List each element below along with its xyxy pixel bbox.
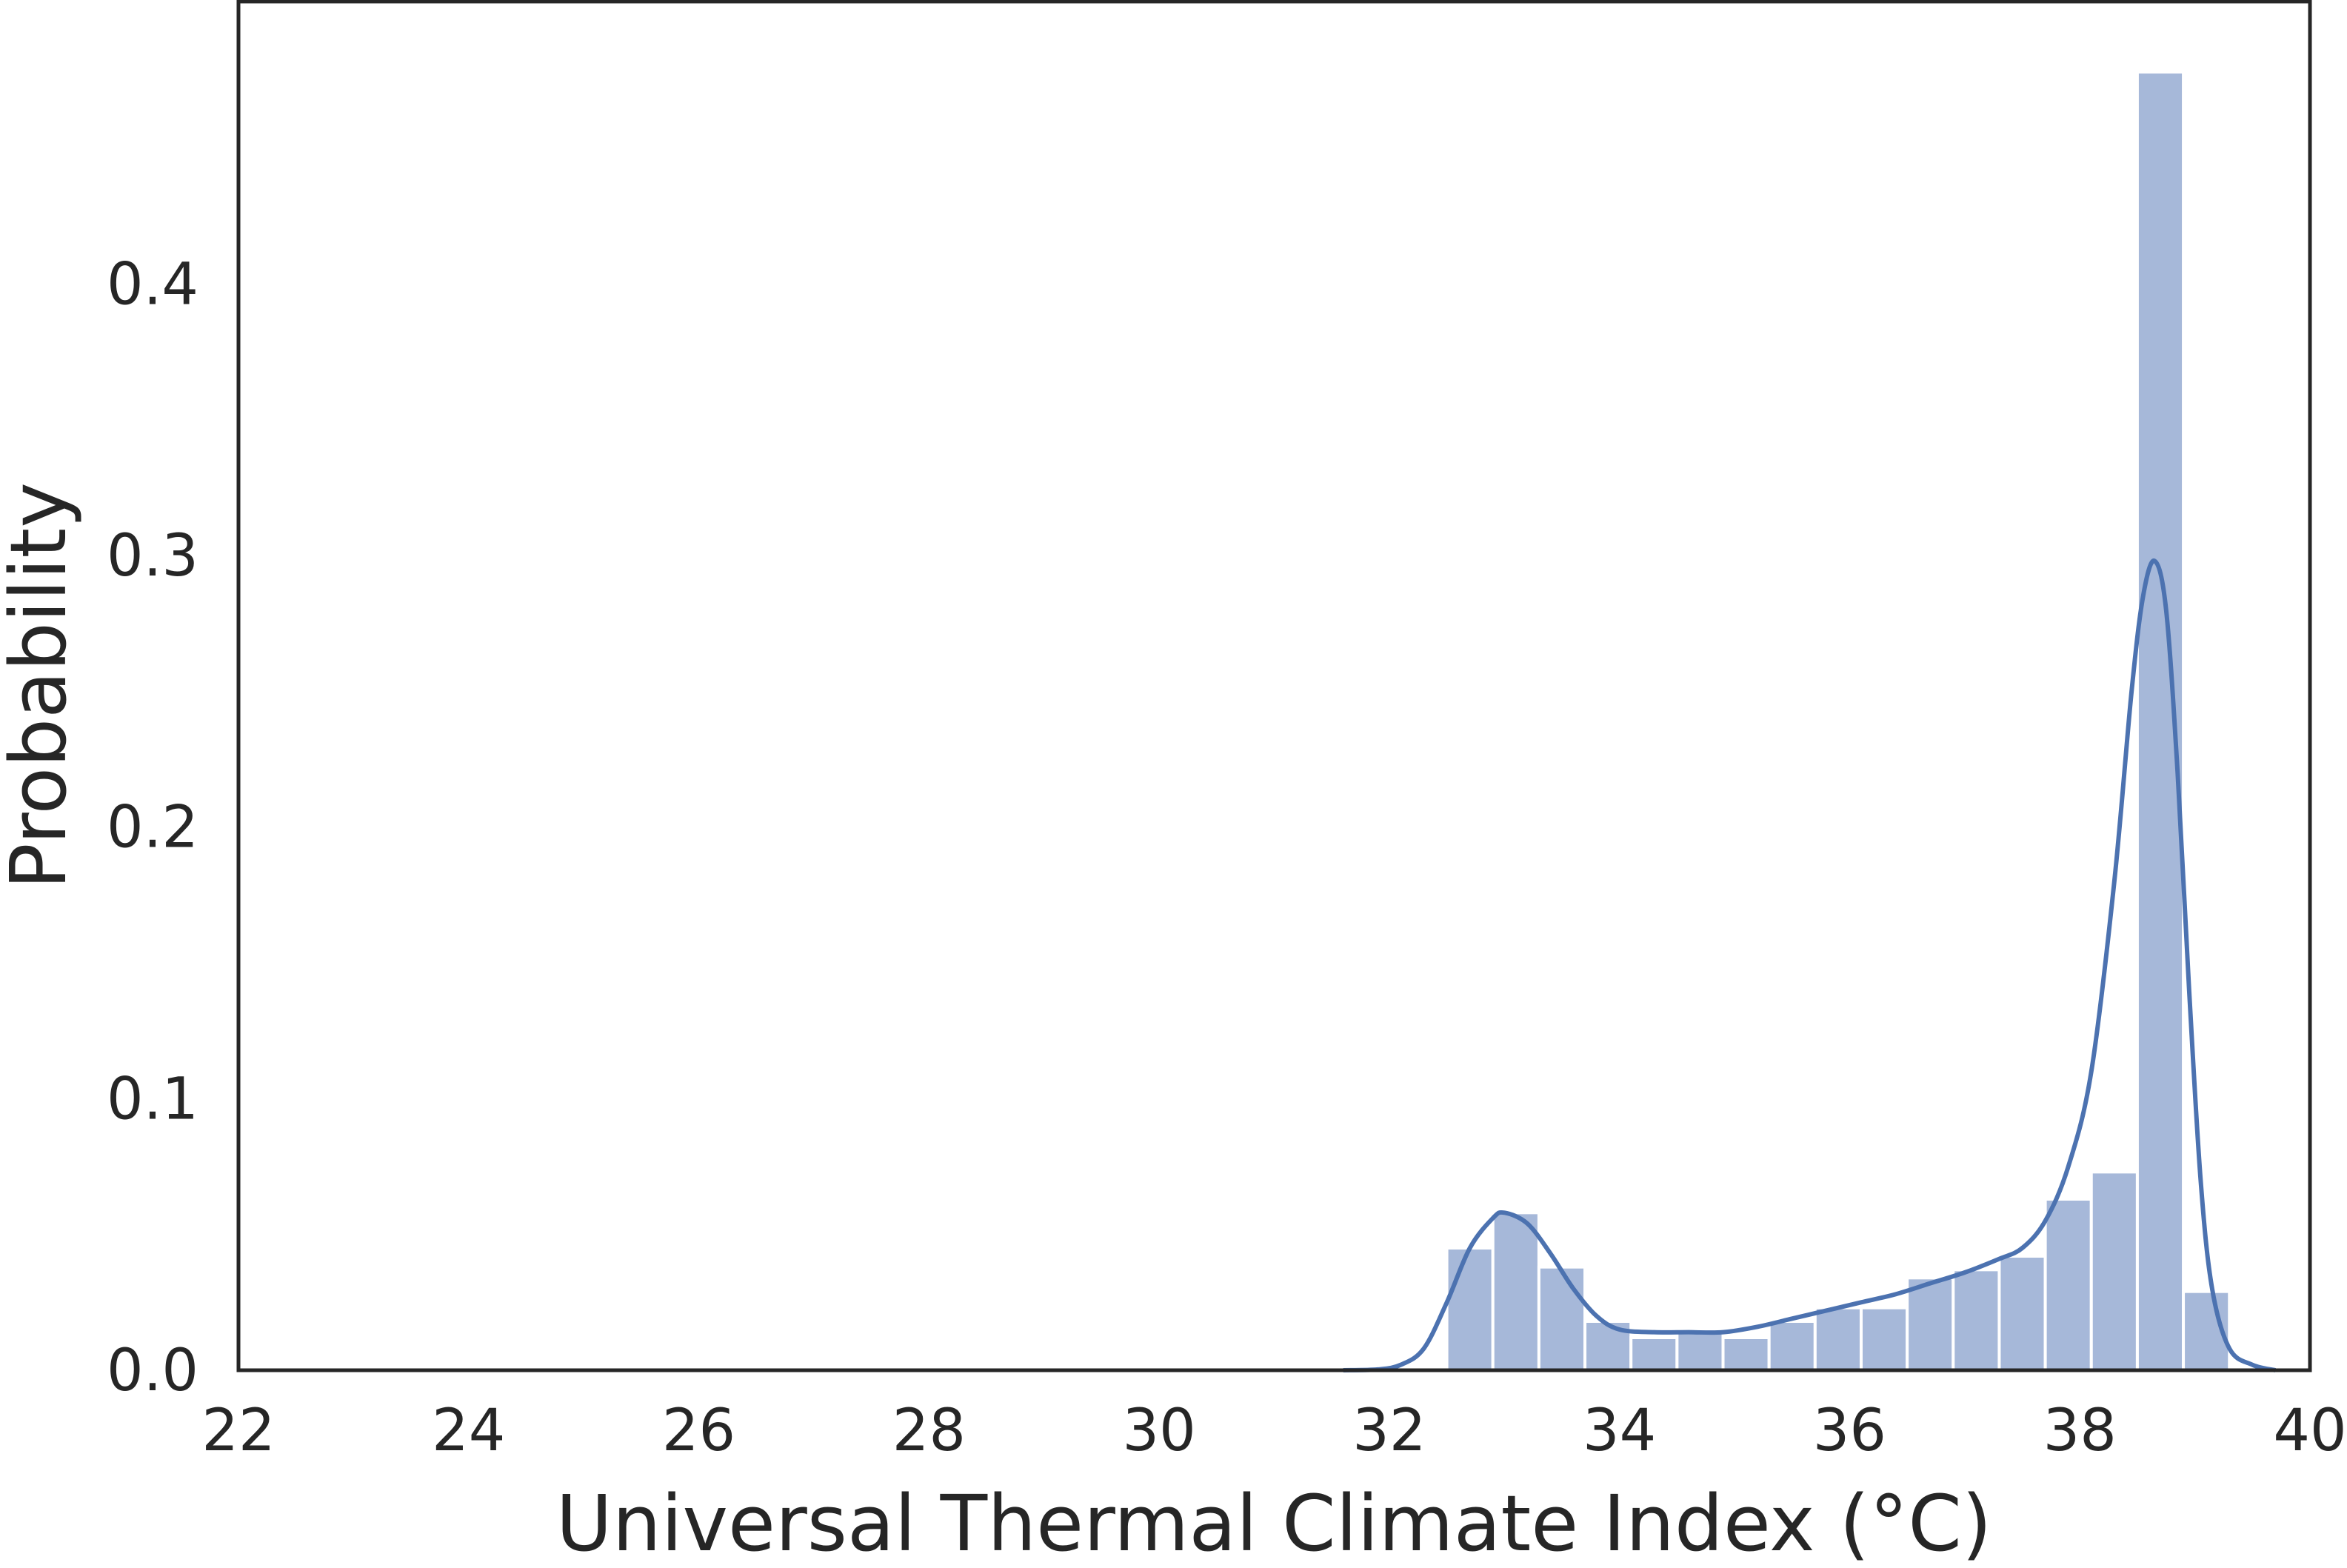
x-tick-label: 22	[201, 1398, 275, 1464]
histogram-bar-6	[1721, 1336, 1771, 1372]
histogram-bar-2	[1537, 1265, 1587, 1372]
histogram-bar-8	[1813, 1306, 1863, 1372]
x-axis-ticks: 22 24 26 28 30 32 34 36 38 40	[201, 1398, 2346, 1464]
histogram-bar-5	[1675, 1330, 1725, 1372]
y-tick-label: 0.2	[107, 795, 198, 861]
x-tick-label: 38	[2043, 1398, 2117, 1464]
histogram-bar-7	[1767, 1320, 1817, 1372]
histogram-bar-10	[1906, 1276, 1955, 1372]
x-tick-label: 24	[432, 1398, 505, 1464]
histogram-bar-9	[1859, 1306, 1909, 1372]
histogram-bar-0	[1445, 1247, 1495, 1372]
plot-frame	[236, 0, 2312, 1372]
y-tick-label: 0.3	[107, 523, 198, 590]
histogram-bar-4	[1629, 1336, 1679, 1372]
x-tick-label: 32	[1352, 1398, 1426, 1464]
kde-curve	[1343, 558, 2277, 1372]
x-tick-label: 34	[1583, 1398, 1656, 1464]
y-tick-label: 0.0	[107, 1338, 198, 1404]
x-tick-label: 28	[892, 1398, 966, 1464]
histogram-bar-1	[1491, 1211, 1540, 1372]
histogram-bar-11	[1952, 1268, 2001, 1372]
y-tick-label: 0.1	[107, 1066, 198, 1132]
x-tick-label: 30	[1122, 1398, 1195, 1464]
histogram-bar-14	[2089, 1170, 2139, 1372]
x-tick-label: 40	[2273, 1398, 2346, 1464]
x-tick-label: 36	[1813, 1398, 1886, 1464]
histogram-bar-13	[2043, 1198, 2093, 1372]
y-tick-label: 0.4	[107, 251, 198, 318]
histogram-bar-12	[1997, 1255, 2047, 1372]
x-axis-label: Universal Thermal Climate Index (°C)	[556, 1478, 1992, 1568]
y-axis-ticks: 0.0 0.1 0.2 0.3 0.4	[107, 251, 198, 1404]
histogram-bars	[1445, 70, 2231, 1372]
y-axis-label: Probability	[0, 482, 84, 890]
x-tick-label: 26	[662, 1398, 735, 1464]
